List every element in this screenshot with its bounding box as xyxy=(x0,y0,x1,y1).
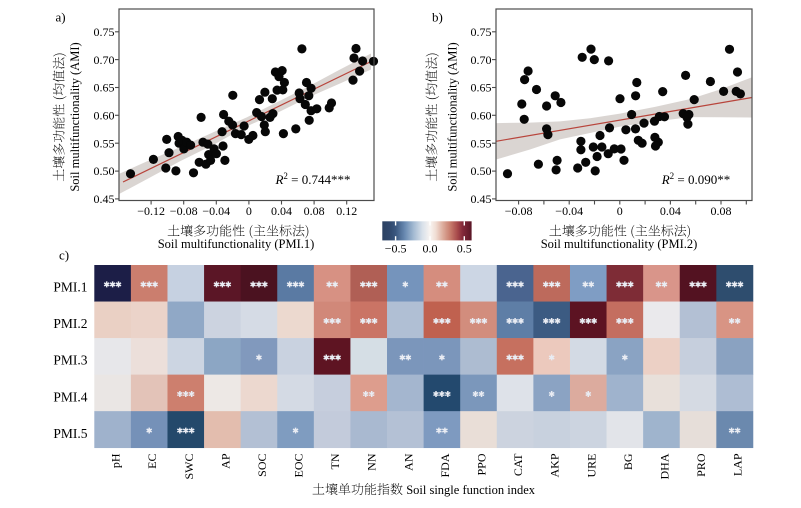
svg-text:AP: AP xyxy=(218,453,232,469)
svg-text:−0.08: −0.08 xyxy=(505,204,533,218)
svg-text:0.5: 0.5 xyxy=(457,242,472,256)
svg-text:CAT: CAT xyxy=(511,453,525,476)
svg-text:R2 = 0.744***: R2 = 0.744*** xyxy=(274,171,350,187)
svg-text:0.0: 0.0 xyxy=(423,242,438,256)
svg-text:0.70: 0.70 xyxy=(94,53,115,67)
svg-text:0.50: 0.50 xyxy=(471,164,492,178)
svg-text:EOC: EOC xyxy=(292,454,306,478)
svg-text:Soil multifunctionality (PMI.1: Soil multifunctionality (PMI.1) xyxy=(158,237,315,251)
svg-text:URE: URE xyxy=(584,454,598,478)
svg-text:0.45: 0.45 xyxy=(94,192,115,206)
svg-text:b): b) xyxy=(432,10,443,25)
svg-text:0: 0 xyxy=(617,204,623,218)
svg-text:Soil multifunctionality (AMI): Soil multifunctionality (AMI) xyxy=(68,42,82,191)
svg-text:SOC: SOC xyxy=(255,454,269,477)
svg-text:0.75: 0.75 xyxy=(471,25,492,39)
svg-text:0.55: 0.55 xyxy=(94,136,115,150)
svg-text:−0.08: −0.08 xyxy=(170,204,198,218)
svg-text:TN: TN xyxy=(328,453,342,469)
svg-text:0.60: 0.60 xyxy=(471,108,492,122)
svg-text:c): c) xyxy=(59,248,69,263)
svg-text:pH: pH xyxy=(109,453,123,468)
svg-text:SWC: SWC xyxy=(182,454,196,480)
svg-text:a): a) xyxy=(56,10,66,25)
svg-text:−0.04: −0.04 xyxy=(555,204,583,218)
svg-text:0.08: 0.08 xyxy=(711,204,732,218)
svg-text:0.12: 0.12 xyxy=(336,204,357,218)
svg-text:DHA: DHA xyxy=(657,453,671,479)
svg-text:0.65: 0.65 xyxy=(471,81,492,95)
svg-text:Soil single function index: Soil single function index xyxy=(406,483,536,497)
svg-text:FDA: FDA xyxy=(438,453,452,477)
svg-text:0.60: 0.60 xyxy=(94,108,115,122)
svg-text:0.70: 0.70 xyxy=(471,53,492,67)
svg-text:−0.04: −0.04 xyxy=(202,204,230,218)
svg-text:EC: EC xyxy=(145,454,159,469)
svg-text:0.08: 0.08 xyxy=(304,204,325,218)
svg-text:0.50: 0.50 xyxy=(94,164,115,178)
svg-text:−0.5: −0.5 xyxy=(385,242,407,256)
svg-text:AN: AN xyxy=(401,453,415,471)
svg-text:BG: BG xyxy=(621,453,635,470)
svg-text:PPO: PPO xyxy=(475,453,489,475)
svg-text:0.04: 0.04 xyxy=(660,204,681,218)
svg-text:PMI.3: PMI.3 xyxy=(53,353,87,368)
svg-text:PRO: PRO xyxy=(694,453,708,477)
svg-text:0.04: 0.04 xyxy=(271,204,292,218)
svg-text:−0.12: −0.12 xyxy=(137,204,165,218)
svg-text:0.55: 0.55 xyxy=(471,136,492,150)
svg-text:LAP: LAP xyxy=(731,453,745,476)
svg-text:0.65: 0.65 xyxy=(94,81,115,95)
svg-text:AKP: AKP xyxy=(548,453,562,477)
svg-text:Soil multifunctionality (AMI): Soil multifunctionality (AMI) xyxy=(446,42,460,191)
svg-text:NN: NN xyxy=(365,453,379,471)
svg-text:0.45: 0.45 xyxy=(471,192,492,206)
svg-text:PMI.1: PMI.1 xyxy=(53,280,87,295)
svg-text:PMI.2: PMI.2 xyxy=(53,316,87,331)
svg-text:R2 = 0.090**: R2 = 0.090** xyxy=(661,171,731,187)
svg-text:0.75: 0.75 xyxy=(94,25,115,39)
svg-text:PMI.4: PMI.4 xyxy=(53,389,87,404)
svg-text:PMI.5: PMI.5 xyxy=(53,426,87,441)
svg-text:Soil multifunctionality (PMI.2: Soil multifunctionality (PMI.2) xyxy=(541,237,698,251)
svg-text:0: 0 xyxy=(246,204,252,218)
